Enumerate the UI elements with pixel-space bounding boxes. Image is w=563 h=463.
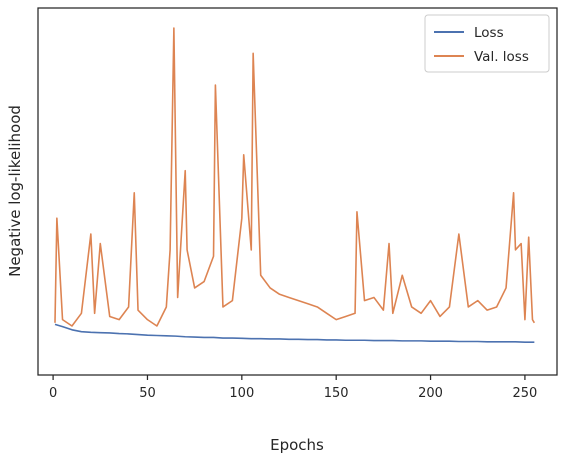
x-tick-label: 150	[324, 386, 349, 401]
plot-frame	[37, 7, 558, 376]
x-tick-label: 0	[49, 386, 57, 401]
legend-label-val-loss: Val. loss	[474, 49, 529, 65]
x-axis-label: Epochs	[270, 436, 324, 454]
y-axis-label: Negative log-likelihood	[6, 105, 24, 277]
x-tick-label: 250	[513, 386, 538, 401]
legend-box	[424, 14, 550, 73]
series-line-loss	[54, 323, 535, 343]
legend: Loss Val. loss	[424, 14, 550, 73]
x-tick-label: 50	[139, 386, 156, 401]
x-tick-label: 200	[418, 386, 443, 401]
x-tick-label: 100	[229, 386, 254, 401]
legend-label-loss: Loss	[474, 25, 504, 41]
series-line-val-loss	[54, 27, 536, 327]
